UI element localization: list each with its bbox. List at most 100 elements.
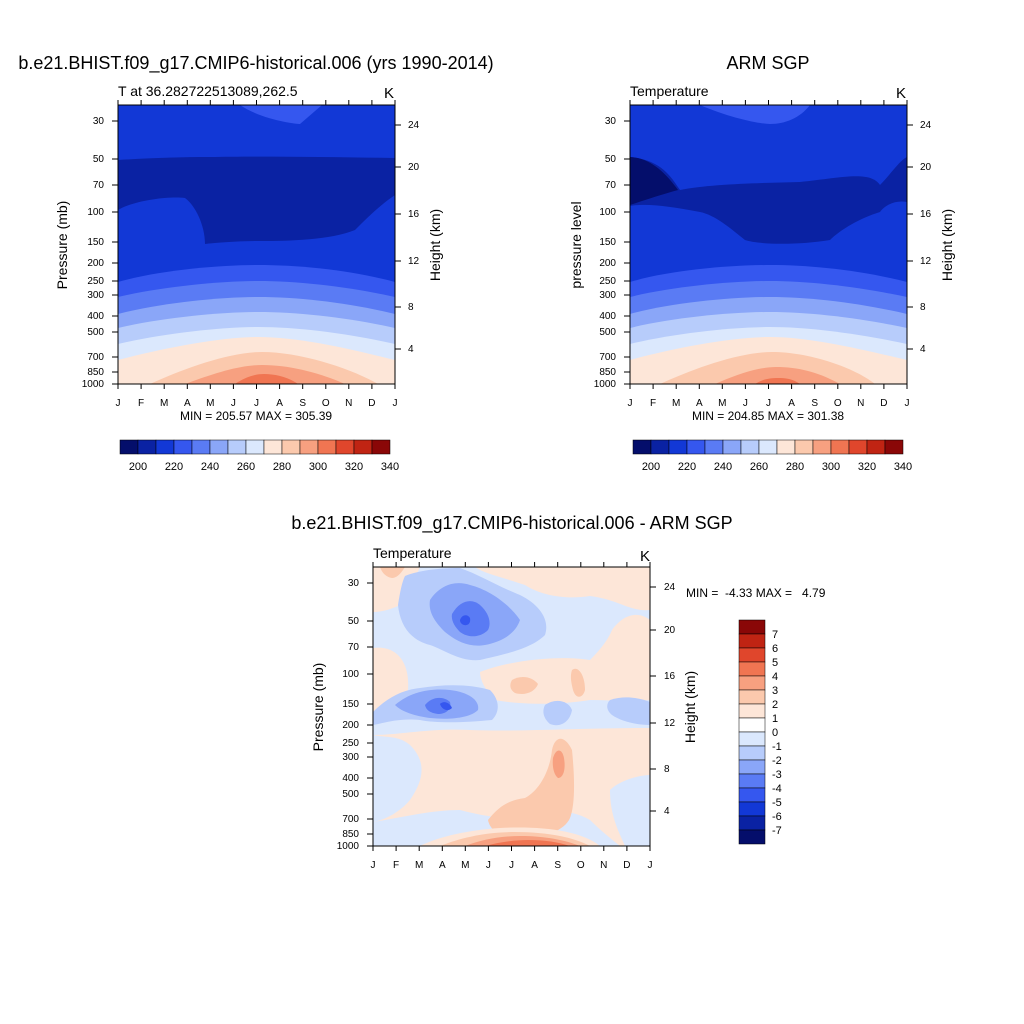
x-tick-label: S bbox=[554, 860, 561, 871]
panel-1-ylabel: Pressure (mb) bbox=[54, 201, 70, 290]
panel-2-units: K bbox=[896, 85, 906, 102]
y-right-tick-marks bbox=[907, 124, 913, 350]
y-right-tick-label: 16 bbox=[408, 209, 420, 220]
y-right-tick-label: 20 bbox=[664, 625, 676, 636]
y-tick-label: 150 bbox=[342, 699, 359, 710]
x-tick-label: J bbox=[486, 860, 491, 871]
panel-1-contours bbox=[118, 105, 395, 384]
y-tick-label: 30 bbox=[348, 578, 360, 589]
y-right-tick-marks bbox=[650, 586, 656, 812]
x-tick-label: A bbox=[531, 860, 538, 871]
x-tick-label: O bbox=[322, 398, 330, 409]
x-tick-label: J bbox=[231, 398, 236, 409]
colorbar-label: 300 bbox=[822, 461, 840, 473]
colorbar-swatch bbox=[227, 439, 247, 455]
colorbar-label: -1 bbox=[772, 741, 782, 753]
colorbar-swatch bbox=[632, 439, 652, 455]
x-tick-label: M bbox=[160, 398, 168, 409]
colorbar-swatch bbox=[119, 439, 139, 455]
x-tick-label: S bbox=[299, 398, 306, 409]
x-tick-marks bbox=[117, 100, 396, 389]
colorbar-swatch bbox=[245, 439, 265, 455]
colorbar-swatch bbox=[371, 439, 391, 455]
colorbar-swatch bbox=[866, 439, 886, 455]
colorbar-label: 240 bbox=[714, 461, 732, 473]
x-tick-label: M bbox=[206, 398, 214, 409]
contour-band bbox=[380, 567, 405, 578]
y-tick-label: 150 bbox=[599, 237, 616, 248]
x-tick-label: A bbox=[276, 398, 283, 409]
y-right-tick-label: 16 bbox=[664, 671, 676, 682]
colorbar-swatch bbox=[738, 647, 766, 663]
colorbar-label: -3 bbox=[772, 769, 782, 781]
colorbar-label: 280 bbox=[273, 461, 291, 473]
contour-band bbox=[630, 157, 907, 244]
colorbar-swatch bbox=[650, 439, 670, 455]
panel-1-units: K bbox=[384, 85, 394, 102]
colorbar-swatch bbox=[738, 759, 766, 775]
colorbar-swatch bbox=[738, 675, 766, 691]
colorbar-label: -5 bbox=[772, 797, 782, 809]
y-tick-label: 30 bbox=[93, 116, 105, 127]
panel-3-ylabel: Pressure (mb) bbox=[310, 663, 326, 752]
x-tick-label: J bbox=[628, 398, 633, 409]
contour-band bbox=[510, 676, 538, 694]
colorbar-label: 4 bbox=[772, 671, 778, 683]
panel-3-y-axis: 30 50 70 100 150 200 250 300 400 500 700… bbox=[310, 578, 373, 852]
x-tick-label: J bbox=[766, 398, 771, 409]
y-right-tick-label: 8 bbox=[664, 764, 670, 775]
y-tick-label: 400 bbox=[599, 311, 616, 322]
colorbar-swatch bbox=[137, 439, 157, 455]
y-tick-label: 100 bbox=[342, 669, 359, 680]
panel-2-x-axis: J F M A M J J A S O N D J bbox=[628, 100, 910, 409]
contour-band bbox=[543, 700, 572, 726]
colorbar-swatch bbox=[704, 439, 724, 455]
colorbar-swatch bbox=[686, 439, 706, 455]
colorbar-swatch bbox=[155, 439, 175, 455]
panel-1-ylabel-right: Height (km) bbox=[427, 209, 443, 281]
contour-band bbox=[552, 750, 565, 778]
colorbar-label: 320 bbox=[345, 461, 363, 473]
y-tick-label: 200 bbox=[87, 258, 104, 269]
colorbar-label: 1 bbox=[772, 713, 778, 725]
colorbar-label: 260 bbox=[750, 461, 768, 473]
y-tick-label: 300 bbox=[599, 290, 616, 301]
panel-3-colorbar: 7 6 5 4 3 2 1 0 -1 -2 -3 -4 -5 -6 -7 bbox=[738, 619, 782, 845]
y-tick-label: 30 bbox=[605, 116, 617, 127]
contour-band bbox=[630, 157, 678, 205]
colorbar-swatch bbox=[299, 439, 319, 455]
y-tick-label: 50 bbox=[348, 616, 360, 627]
x-tick-label: J bbox=[648, 860, 653, 871]
colorbar-swatch bbox=[263, 439, 283, 455]
panel-1-title: b.e21.BHIST.f09_g17.CMIP6-historical.006… bbox=[18, 53, 493, 74]
colorbar-swatch bbox=[830, 439, 850, 455]
colorbar-label: 220 bbox=[165, 461, 183, 473]
x-tick-label: F bbox=[393, 860, 399, 871]
colorbar-swatch bbox=[738, 745, 766, 761]
contour-band bbox=[715, 367, 840, 384]
contour-band bbox=[475, 567, 650, 611]
y-tick-marks bbox=[624, 120, 630, 385]
y-tick-label: 1000 bbox=[337, 841, 360, 852]
panel-2-stats: MIN = 204.85 MAX = 301.38 bbox=[692, 409, 844, 423]
colorbar-label: 200 bbox=[642, 461, 660, 473]
panel-2-colorbar: 200 220 240 260 280 300 320 340 bbox=[632, 439, 912, 473]
y-tick-label: 1000 bbox=[82, 379, 105, 390]
colorbar-label: 7 bbox=[772, 629, 778, 641]
colorbar-swatch bbox=[758, 439, 778, 455]
panel-2-right-axis: 24 20 16 12 8 4 Height (km) bbox=[907, 120, 955, 355]
colorbar-swatch bbox=[353, 439, 373, 455]
x-tick-label: J bbox=[509, 860, 514, 871]
colorbar-label: 280 bbox=[786, 461, 804, 473]
colorbar-swatch bbox=[173, 439, 193, 455]
panel-2-title: ARM SGP bbox=[726, 53, 809, 73]
y-right-tick-label: 24 bbox=[408, 120, 420, 131]
colorbar-swatch bbox=[738, 773, 766, 789]
y-tick-marks bbox=[112, 120, 118, 385]
x-tick-label: M bbox=[718, 398, 726, 409]
colorbar-label: 200 bbox=[129, 461, 147, 473]
colorbar-swatch bbox=[738, 815, 766, 831]
y-tick-label: 70 bbox=[348, 642, 360, 653]
colorbar-swatch bbox=[738, 633, 766, 649]
colorbar-swatch bbox=[738, 619, 766, 635]
